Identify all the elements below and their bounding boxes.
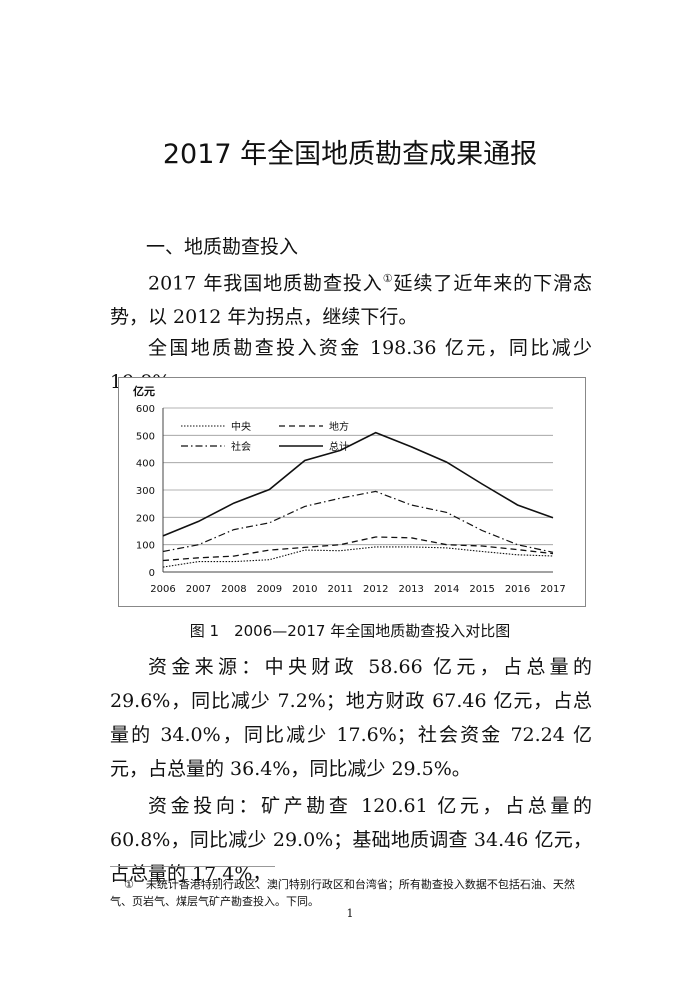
- page-number: 1: [346, 907, 354, 920]
- x-tick-label-2013: 2013: [398, 584, 423, 595]
- footnote-mark: ①: [124, 878, 134, 891]
- y-tick-label-300: 300: [136, 486, 155, 497]
- y-tick-label-200: 200: [136, 513, 155, 524]
- y-axis-unit-label: 亿元: [133, 384, 155, 398]
- y-tick-label-600: 600: [136, 404, 155, 415]
- footnote-text: 未统计香港特别行政区、澳门特别行政区和台湾省；所有勘查投入数据不包括石油、天然气…: [110, 878, 575, 908]
- paragraph-4: 资金投向：矿产勘查 120.61 亿元，占总量的 60.8%，同比减少 29.0…: [110, 795, 592, 885]
- paragraph-1-text-a: 2017 年我国地质勘查投入: [148, 272, 383, 295]
- document-title: 2017 年全国地质勘查成果通报: [162, 139, 538, 170]
- y-tick-label-0: 0: [149, 568, 155, 579]
- section-heading: 一、地质勘查投入: [146, 236, 299, 258]
- legend-label-0: 中央: [231, 420, 251, 433]
- x-tick-label-2008: 2008: [221, 584, 246, 595]
- paragraph-3: 资金来源：中央财政 58.66 亿元，占总量的 29.6%，同比减少 7.2%；…: [110, 656, 592, 780]
- x-tick-label-2006: 2006: [150, 584, 175, 595]
- x-tick-label-2015: 2015: [469, 584, 494, 595]
- legend-label-3: 总计: [329, 440, 349, 453]
- y-tick-label-100: 100: [136, 541, 155, 552]
- footnote-divider: [110, 866, 275, 867]
- y-tick-label-400: 400: [136, 459, 155, 470]
- paragraph-1-text-b: 延续了近年来的下滑态势，以 2012 年为拐点，继续下行。: [110, 272, 592, 329]
- x-tick-label-2011: 2011: [328, 584, 353, 595]
- series-line-1: [162, 536, 554, 562]
- x-tick-label-2010: 2010: [292, 584, 317, 595]
- investment-chart: 亿元 0 100 200 300 400 500 600 2006 2007 2008 2009 201…: [118, 377, 586, 607]
- paragraph-1: 2017 年我国地质勘查投入①延续了近年来的下滑态势，以 2012 年为拐点，继…: [110, 262, 592, 334]
- footnote-reference[interactable]: ①: [382, 272, 394, 285]
- x-tick-label-2009: 2009: [257, 584, 282, 595]
- x-tick-label-2017: 2017: [540, 584, 565, 595]
- chart-svg: 亿元 0 100 200 300 400 500 600 2006 2007 2008 2009 201…: [133, 384, 566, 595]
- x-tick-label-2007: 2007: [186, 584, 211, 595]
- x-tick-label-2014: 2014: [434, 584, 459, 595]
- legend-label-2: 社会: [231, 440, 251, 453]
- x-tick-label-2012: 2012: [363, 584, 388, 595]
- y-tick-label-500: 500: [136, 431, 155, 442]
- series-line-0: [162, 546, 554, 568]
- series-line-2: [162, 490, 554, 553]
- x-tick-label-2016: 2016: [505, 584, 530, 595]
- legend-label-1: 地方: [329, 420, 349, 433]
- series-line-3: [162, 431, 554, 537]
- footnote: ① 未统计香港特别行政区、澳门特别行政区和台湾省；所有勘查投入数据不包括石油、天然…: [110, 876, 596, 910]
- figure-caption: 图 1 2006—2017 年全国地质勘查投入对比图: [189, 622, 511, 640]
